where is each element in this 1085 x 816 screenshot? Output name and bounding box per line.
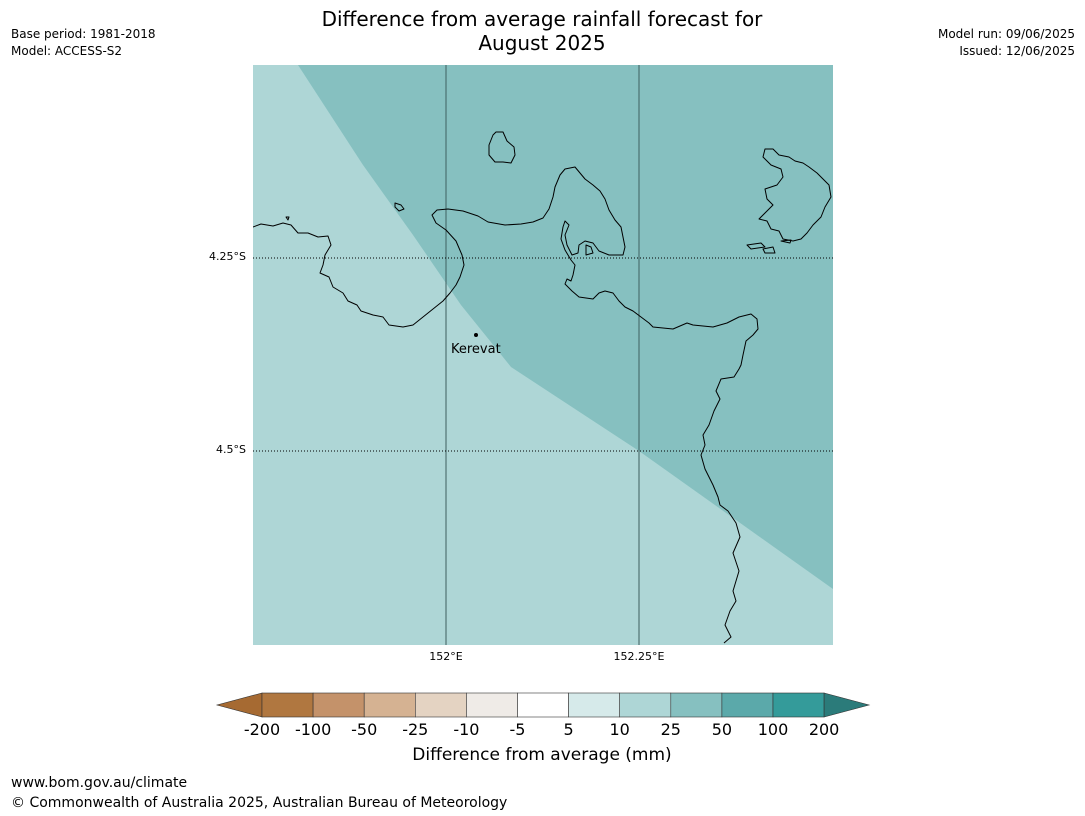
- colorbar-cell: [721, 692, 774, 718]
- colorbar: [215, 692, 871, 718]
- title-line-2: August 2025: [478, 31, 606, 55]
- colorbar-tick-label: -100: [294, 720, 332, 739]
- lat-label-4-5: 4.5°S: [216, 443, 246, 456]
- colorbar-cell: [312, 692, 365, 718]
- colorbar-cell: [772, 692, 825, 718]
- colorbar-arrow-high: [823, 692, 871, 718]
- region-25-50: [298, 65, 833, 589]
- lat-label-4-25: 4.25°S: [209, 250, 246, 263]
- colorbar-tick-label: -5: [509, 720, 526, 739]
- colorbar-cell: [568, 692, 621, 718]
- colorbar-tick-label: 100: [757, 720, 789, 739]
- colorbar-title: Difference from average (mm): [412, 745, 672, 765]
- colorbar-cell: [363, 692, 416, 718]
- base-info: Base period: 1981-2018 Model: ACCESS-S2: [11, 26, 156, 60]
- colorbar-tick-label: 10: [609, 720, 630, 739]
- colorbar-tick-label: 50: [711, 720, 733, 739]
- colorbar-cell: [619, 692, 672, 718]
- base-period: Base period: 1981-2018: [11, 27, 156, 41]
- colorbar-cell: [261, 692, 314, 718]
- colorbar-tick-label: -10: [453, 720, 480, 739]
- colorbar-cell: [517, 692, 569, 718]
- forecast-map: [253, 65, 833, 645]
- lon-label-152-25: 152.25°E: [613, 650, 665, 663]
- colorbar-cell: [415, 692, 467, 718]
- colorbar-cell: [670, 692, 723, 718]
- lon-label-152: 152°E: [429, 650, 463, 663]
- colorbar-tick-label: -50: [351, 720, 378, 739]
- run-info: Model run: 09/06/2025 Issued: 12/06/2025: [938, 26, 1075, 60]
- title-line-1: Difference from average rainfall forecas…: [321, 7, 763, 31]
- colorbar-tick-label: 5: [563, 720, 574, 739]
- colorbar-tick-label: -25: [402, 720, 429, 739]
- colorbar-cell: [466, 692, 518, 718]
- place-label-kerevat: Kerevat: [451, 342, 501, 357]
- colorbar-tick-label: 25: [660, 720, 681, 739]
- coastline: [253, 131, 832, 644]
- map-title: Difference from average rainfall forecas…: [242, 7, 842, 55]
- footer-copyright: © Commonwealth of Australia 2025, Austra…: [11, 795, 508, 811]
- kerevat-marker: [474, 333, 478, 337]
- footer-url: www.bom.gov.au/climate: [11, 775, 188, 791]
- issued-date: Issued: 12/06/2025: [959, 44, 1075, 58]
- colorbar-tick-label: 200: [808, 720, 840, 739]
- model-run: Model run: 09/06/2025: [937, 27, 1075, 41]
- model-name: Model: ACCESS-S2: [11, 44, 123, 58]
- colorbar-tick-label: -200: [243, 720, 281, 739]
- colorbar-arrow-low: [215, 692, 263, 718]
